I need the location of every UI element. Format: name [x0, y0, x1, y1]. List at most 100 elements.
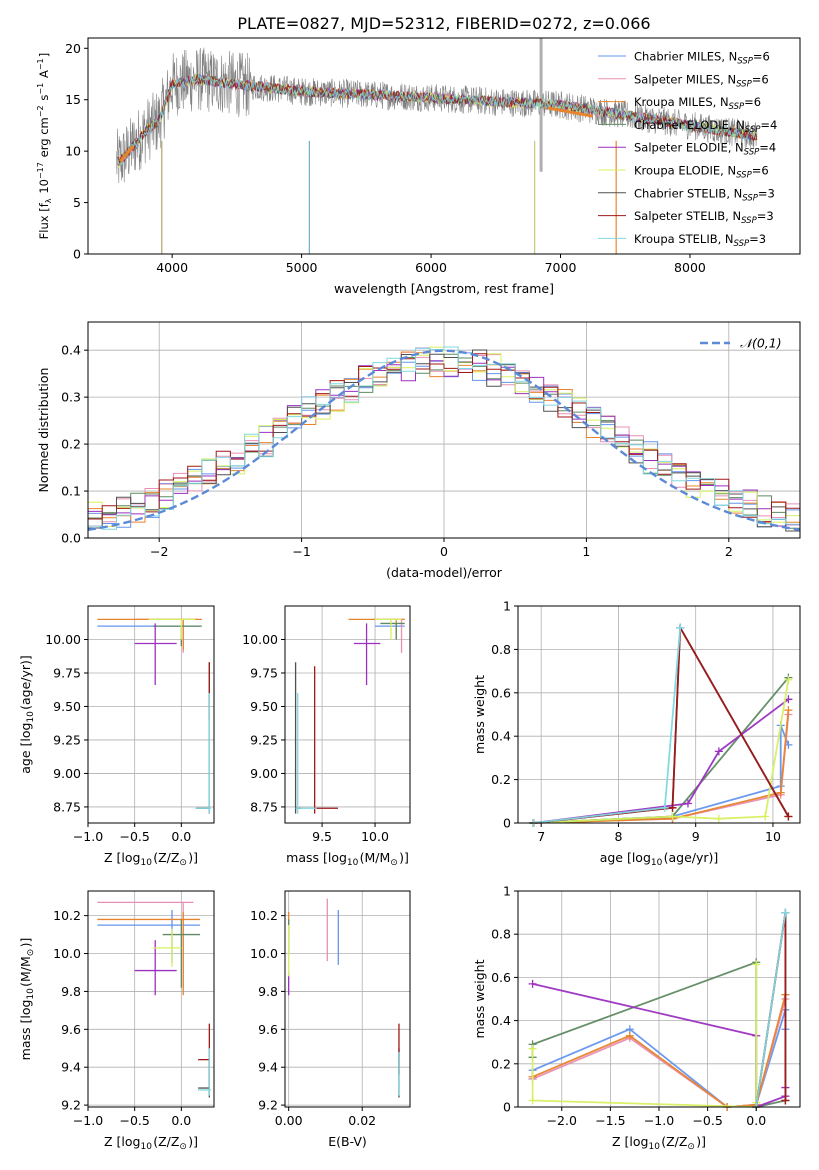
panel-age_vs_mass: 9.5 10.0 8.75 9.00 9.25 9.50 9.75 10.00 mass [lo… — [242, 605, 411, 868]
x-tick-label: 0 — [440, 544, 448, 559]
x-tick-label: −0.5 — [119, 829, 149, 844]
panel-spectrum: 4000 5000 6000 7000 8000 0 5 10 15 20 wavelength [… — [36, 37, 801, 296]
mass-weight-marker — [714, 814, 723, 823]
x-tick-label: 10 — [765, 829, 781, 844]
y-tick-label: 10.0 — [250, 946, 278, 961]
legend-label: Salpeter MILES, NSSP=6 — [634, 72, 769, 89]
y-tick-label: 9.25 — [53, 732, 81, 747]
y-tick-label: 10.0 — [53, 946, 81, 961]
y-tick-label: 9.75 — [250, 665, 278, 680]
x-tick-label: 5000 — [286, 260, 318, 275]
x-axis-label: Z [log10 (Z/Z⊙ )] — [612, 1134, 706, 1152]
x-tick-label: −0.5 — [692, 1113, 722, 1128]
x-tick-label: −1.0 — [644, 1113, 674, 1128]
mass-weight-marker — [781, 1096, 790, 1105]
x-tick-label: −2.0 — [547, 1113, 577, 1128]
mass-weight-marker — [528, 1044, 537, 1053]
y-tick-label: 1 — [503, 599, 511, 614]
mass-weight-marker — [761, 812, 770, 821]
model-spectrum-6 — [117, 74, 758, 166]
y-tick-label: 9.50 — [250, 699, 278, 714]
x-tick-label: 4000 — [156, 260, 188, 275]
y-axis-label: Flux [fλ 10−17 erg cm−2 s−1 A−1 ] — [36, 53, 53, 240]
x-tick-label: −1.0 — [73, 829, 103, 844]
y-tick-label: 9.8 — [61, 984, 81, 999]
mass-weight-marker — [528, 979, 537, 988]
mass-weight-marker — [668, 812, 677, 821]
spectrum-legend: Chabrier MILES, NSSP=6 Salpeter MILES, NS… — [598, 50, 777, 249]
y-tick-label: 10.2 — [53, 908, 81, 923]
legend-label: Kroupa ELODIE, NSSP=6 — [634, 164, 769, 181]
mass-weight-line-6 — [533, 624, 790, 824]
mass-weight-line-8 — [533, 627, 682, 824]
axes-frame — [87, 37, 801, 255]
y-tick-label: 8.75 — [250, 799, 278, 814]
panel-mass_weight_vs_age: 7 8 9 10 0 0.2 0.4 0.6 0.8 1 age [log10 (age/yr)] m… — [472, 599, 801, 868]
y-tick-label: 9.75 — [53, 665, 81, 680]
x-tick-label: 0.0 — [171, 829, 191, 844]
axes-frame — [284, 890, 411, 1108]
mass-weight-line-5 — [531, 964, 758, 1108]
panel-age_vs_Z: −1.0 −0.5 0.0 8.75 9.00 9.25 9.50 9.75 10.00 Z [l… — [18, 605, 215, 868]
mass-weight-marker — [676, 623, 685, 632]
normal-reference-curve — [88, 349, 800, 531]
y-axis-label: Normed distribution — [36, 368, 51, 493]
y-axis-label: age [log10 (age/yr)] — [18, 655, 36, 774]
x-tick-label: −1 — [292, 544, 310, 559]
legend-label: Salpeter ELODIE, NSSP=4 — [634, 141, 776, 158]
y-tick-label: 0.4 — [491, 729, 511, 744]
x-tick-label: 7 — [537, 829, 545, 844]
x-axis-label: E(B-V) — [328, 1134, 367, 1149]
y-tick-label: 9.6 — [61, 1022, 81, 1037]
y-tick-label: 9.2 — [61, 1098, 81, 1113]
fit-segment — [119, 145, 135, 163]
x-tick-label: 1 — [582, 544, 590, 559]
axes-frame — [87, 605, 215, 824]
x-tick-label: 9.5 — [312, 829, 332, 844]
axes-frame — [517, 605, 801, 824]
mass-weight-line-7 — [533, 624, 790, 824]
spectrum-plot-area — [116, 38, 758, 254]
x-tick-label: −1.0 — [73, 1113, 103, 1128]
x-tick-label: −1.5 — [595, 1113, 625, 1128]
x-tick-label: −2 — [150, 544, 168, 559]
mass-weight-line-8 — [755, 912, 787, 1108]
legend-label: Kroupa MILES, NSSP=6 — [634, 95, 761, 112]
mass-weight-marker — [625, 1031, 634, 1040]
y-tick-label: 0 — [503, 1100, 511, 1115]
legend-label: Chabrier STELIB, NSSP=3 — [634, 186, 775, 203]
x-tick-label: 0.00 — [275, 1113, 303, 1128]
y-tick-label: 0 — [73, 247, 81, 262]
x-axis-label: mass [log10 (M/M⊙ )] — [286, 850, 409, 868]
x-tick-label: 2 — [725, 544, 733, 559]
legend-label: Chabrier MILES, NSSP=6 — [634, 50, 770, 67]
x-tick-label: −0.5 — [119, 1113, 149, 1128]
y-tick-label: 1 — [503, 884, 511, 899]
x-tick-label: 6000 — [415, 260, 447, 275]
y-tick-label: 0.4 — [491, 1013, 511, 1028]
x-tick-label: 9 — [692, 829, 700, 844]
y-tick-label: 0.0 — [61, 531, 81, 546]
mass-weight-marker — [784, 706, 793, 715]
y-tick-label: 9.50 — [53, 699, 81, 714]
panel-mass_vs_EBV: 0.00 0.02 9.2 9.4 9.6 9.8 10.0 10.2 E(B-V) — [250, 890, 411, 1149]
y-tick-label: 10 — [65, 144, 81, 159]
x-axis-label: Z [log10 (Z/Z⊙ )] — [104, 850, 198, 868]
mass-weight-marker — [781, 908, 790, 917]
x-axis-label: wavelength [Angstrom, rest frame] — [334, 281, 554, 296]
mass-weight-line-2 — [533, 710, 790, 824]
axes-frame — [87, 890, 215, 1108]
residual-histogram-8 — [88, 346, 800, 532]
mass-weight-marker — [668, 803, 677, 812]
mass-weight-marker — [784, 812, 793, 821]
mass-weight-marker — [752, 960, 761, 969]
legend-label: Salpeter STELIB, NSSP=3 — [634, 209, 774, 226]
y-tick-label: 9.25 — [250, 732, 278, 747]
panel-mass_weight_vs_Z: −2.0 −1.5 −1.0 −0.5 0.0 0 0.2 0.4 0.6 0.8 1 Z [log1… — [472, 884, 801, 1152]
y-tick-label: 9.6 — [258, 1022, 278, 1037]
mass-weight-marker — [784, 675, 793, 684]
y-tick-label: 9.00 — [250, 766, 278, 781]
x-tick-label: 8000 — [674, 260, 706, 275]
y-tick-label: 0 — [503, 816, 511, 831]
